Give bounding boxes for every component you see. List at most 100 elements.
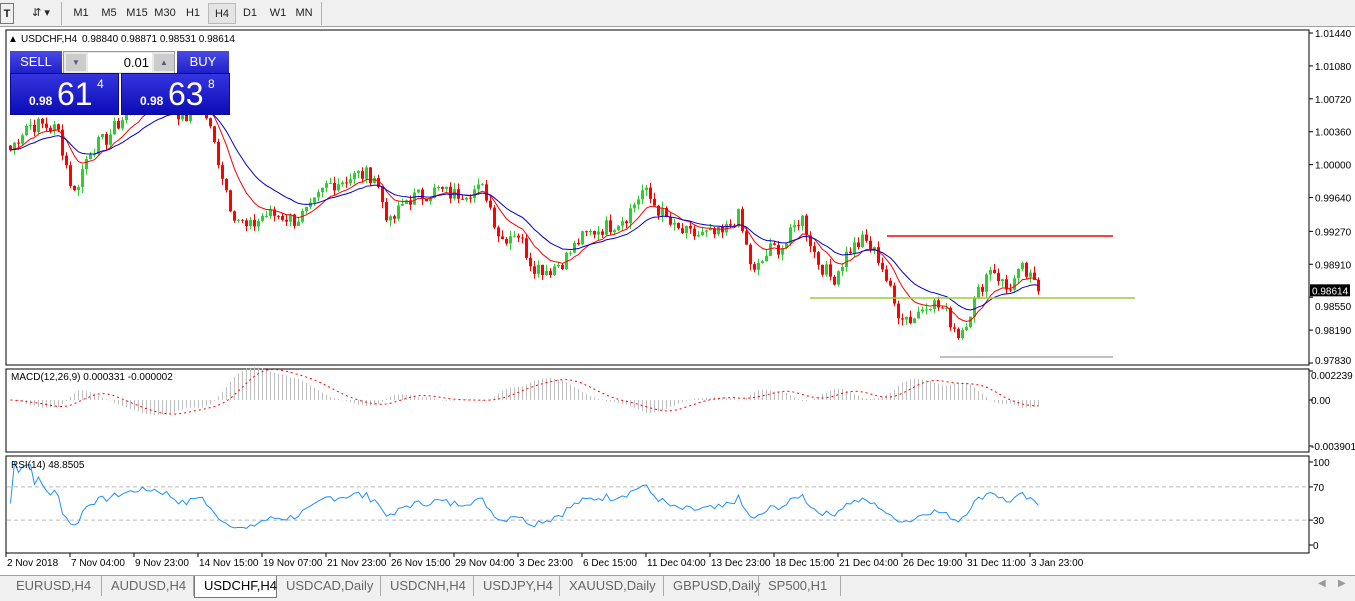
- macd-label: MACD(12,26,9) 0.000331 -0.000002: [11, 372, 173, 383]
- candle-body: [109, 134, 112, 145]
- rsi-line: [10, 461, 1039, 529]
- buy-button[interactable]: BUY: [177, 51, 229, 73]
- candle-body: [305, 206, 308, 211]
- tab-xauusd-daily[interactable]: XAUUSD,Daily: [560, 576, 664, 596]
- tab-gbpusd-daily[interactable]: GBPUSD,Daily: [664, 576, 760, 596]
- candle-body: [461, 198, 464, 200]
- timeframe-h4[interactable]: H4: [208, 3, 236, 24]
- time-tick-label: 9 Nov 23:00: [135, 558, 189, 569]
- tab-scroll-left-icon[interactable]: ◀: [1318, 578, 1326, 589]
- candle-body: [781, 248, 784, 255]
- candle-body: [921, 309, 924, 312]
- candle-body: [609, 220, 612, 233]
- rsi-tick-label: 70: [1313, 483, 1325, 494]
- candle-body: [585, 231, 588, 233]
- sell-button[interactable]: SELL: [10, 51, 62, 73]
- candle-body: [785, 243, 788, 249]
- candle-body: [25, 125, 28, 136]
- candle-body: [625, 221, 628, 224]
- timeframe-m1[interactable]: M1: [73, 7, 89, 19]
- text-tool-icon[interactable]: T: [0, 3, 14, 24]
- candle-body: [953, 327, 956, 329]
- candle-body: [265, 216, 268, 218]
- candle-body: [253, 219, 256, 227]
- candle-body: [417, 189, 420, 193]
- timeframe-m30[interactable]: M30: [154, 7, 176, 19]
- candle-body: [541, 264, 544, 276]
- candle-body: [913, 318, 916, 324]
- tab-audusd-h4[interactable]: AUDUSD,H4: [102, 576, 194, 596]
- lot-decrease-button[interactable]: ▼: [66, 54, 86, 71]
- tab-usdcad-daily[interactable]: USDCAD,Daily: [277, 576, 381, 596]
- current-price-marker: [1310, 284, 1350, 297]
- candle-body: [325, 183, 328, 188]
- candle-body: [393, 216, 396, 219]
- candle-body: [693, 228, 696, 237]
- timeframe-mn[interactable]: MN: [295, 7, 313, 19]
- timeframe-m5[interactable]: M5: [101, 7, 117, 19]
- candle-body: [737, 209, 740, 227]
- tab-eurusd-h4[interactable]: EURUSD,H4: [7, 576, 102, 596]
- ohlc-values: 0.98840 0.98871 0.98531 0.98614: [82, 34, 235, 45]
- candle-body: [261, 216, 264, 221]
- candle-body: [805, 215, 808, 236]
- candle-body: [369, 167, 372, 184]
- candle-body: [333, 182, 336, 191]
- candle-body: [477, 184, 480, 190]
- objects-dropdown-icon[interactable]: ⇵ ▾: [32, 7, 50, 19]
- timeframe-w1[interactable]: W1: [269, 7, 287, 19]
- lot-increase-button[interactable]: ▲: [154, 54, 174, 71]
- sell-price[interactable]: 0.98 61 4: [10, 73, 119, 115]
- tab-usdjpy-h4[interactable]: USDJPY,H4: [474, 576, 560, 596]
- candle-body: [381, 186, 384, 203]
- tab-scroll-right-icon[interactable]: ▶: [1338, 578, 1346, 589]
- candle-body: [861, 234, 864, 247]
- time-tick-label: 3 Jan 23:00: [1031, 558, 1084, 569]
- candle-body: [965, 327, 968, 331]
- candle-body: [473, 189, 476, 198]
- candle-body: [697, 235, 700, 237]
- candle-body: [41, 118, 44, 124]
- candle-body: [517, 235, 520, 238]
- candle-body: [49, 127, 52, 132]
- timeframe-h1[interactable]: H1: [185, 7, 201, 19]
- candle-body: [1025, 262, 1028, 277]
- time-tick-label: 19 Nov 07:00: [263, 558, 323, 569]
- buy-price[interactable]: 0.98 63 8: [121, 73, 230, 115]
- candle-body: [73, 185, 76, 191]
- candle-body: [509, 236, 512, 244]
- chart-window[interactable]: 1.01440 1.01080 1.00720 1.00360 1.00000 0.996…: [0, 27, 1355, 575]
- tab-usdchf-h4[interactable]: USDCHF,H4: [194, 576, 277, 598]
- candle-body: [241, 219, 244, 221]
- candle-body: [853, 242, 856, 254]
- candle-body: [89, 154, 92, 159]
- candle-body: [629, 208, 632, 224]
- candle-body: [269, 209, 272, 217]
- candle-body: [685, 226, 688, 234]
- candle-body: [397, 205, 400, 219]
- candle-body: [661, 207, 664, 216]
- rsi-tick-label: 100: [1313, 458, 1330, 469]
- candle-body: [817, 252, 820, 265]
- candle-body: [21, 135, 24, 144]
- lot-size-input[interactable]: 0.01: [88, 53, 152, 72]
- collapse-arrow-icon[interactable]: ▲: [8, 34, 18, 45]
- candle-body: [321, 187, 324, 193]
- candle-body: [29, 124, 32, 126]
- candle-body: [1009, 289, 1012, 291]
- candle-body: [329, 182, 332, 184]
- tab-sp500-h1[interactable]: SP500,H1: [759, 576, 841, 596]
- tab-usdcnh-h4[interactable]: USDCNH,H4: [381, 576, 474, 596]
- candle-body: [745, 231, 748, 245]
- candle-body: [589, 230, 592, 233]
- candle-body: [545, 271, 548, 276]
- time-tick-label: 13 Dec 23:00: [711, 558, 771, 569]
- timeframe-m15[interactable]: M15: [126, 7, 148, 19]
- candle-body: [993, 269, 996, 273]
- candle-body: [949, 307, 952, 328]
- timeframe-d1[interactable]: D1: [242, 7, 258, 19]
- candle-body: [505, 239, 508, 244]
- candle-body: [689, 226, 692, 229]
- candle-body: [929, 308, 932, 310]
- price-tick-label: 0.98190: [1315, 326, 1352, 337]
